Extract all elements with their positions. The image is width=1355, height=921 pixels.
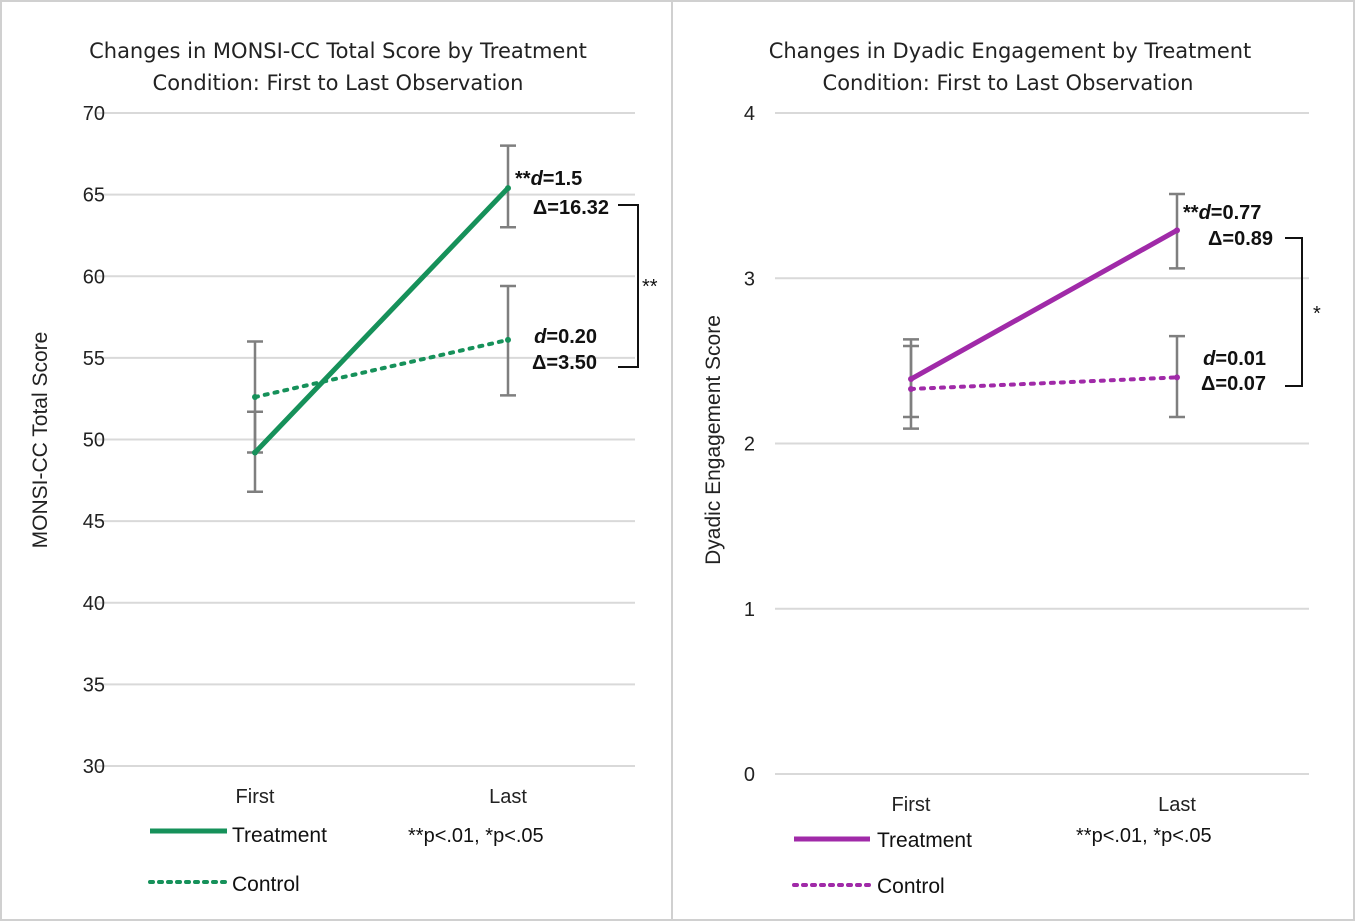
series-line-treatment [252, 185, 511, 456]
data-point-treatment [1174, 227, 1180, 234]
bracket-significance: * [1313, 303, 1321, 325]
significance-bracket [1285, 237, 1303, 387]
control-delta: Δ=0.07 [1201, 373, 1266, 395]
y-tick-label: 40 [83, 593, 105, 615]
y-tick-label: 60 [83, 266, 105, 288]
y-tick-label: 30 [83, 756, 105, 778]
data-point-treatment [252, 449, 258, 456]
y-tick-label: 55 [83, 348, 105, 370]
control-delta: Δ=3.50 [532, 352, 597, 374]
error-bars [247, 144, 516, 493]
y-tick-label: 50 [83, 430, 105, 452]
treatment-effect-size: **d=1.5 [515, 168, 582, 190]
treatment-delta: Δ=0.89 [1208, 228, 1273, 250]
y-tick-label: 70 [83, 103, 105, 125]
chart-title-line1: Changes in Dyadic Engagement by Treatmen… [769, 39, 1252, 63]
y-axis-label: MONSI-CC Total Score [29, 332, 52, 549]
legend-treatment-label: Treatment [232, 824, 327, 847]
y-tick-label: 0 [744, 764, 755, 786]
treatment-effect-size: **d=0.77 [1183, 202, 1261, 224]
gridlines [97, 112, 635, 767]
gridlines [775, 112, 1309, 775]
data-point-control [505, 336, 511, 343]
data-point-control [908, 385, 914, 392]
control-effect-size: d=0.20 [534, 326, 597, 348]
x-tick-label: First [236, 786, 275, 808]
x-tick-labels: First Last [236, 786, 528, 808]
x-tick-label: Last [489, 786, 527, 808]
chart-title-line2: Condition: First to Last Observation [153, 71, 524, 95]
y-tick-label: 35 [83, 674, 105, 696]
legend-control-label: Control [232, 873, 300, 896]
x-tick-label: Last [1158, 794, 1196, 816]
y-tick-label: 3 [744, 268, 755, 290]
y-tick-labels: 30 35 40 45 50 55 60 65 70 [83, 103, 105, 778]
series-lines [252, 185, 511, 456]
y-tick-labels: 0 1 2 3 4 [744, 103, 755, 786]
error-bars [903, 192, 1185, 430]
legend-treatment-label: Treatment [877, 829, 972, 852]
significance-bracket [618, 204, 639, 368]
chart-title-line1: Changes in MONSI-CC Total Score by Treat… [89, 39, 587, 63]
series-line-treatment [908, 227, 1180, 382]
bracket-significance: ** [642, 276, 658, 298]
data-point-treatment [505, 185, 511, 192]
significance-note: **p<.01, *p<.05 [408, 825, 544, 847]
y-tick-label: 2 [744, 434, 755, 456]
series-line-control [909, 375, 1179, 391]
data-point-control [1174, 374, 1180, 381]
series-lines [908, 227, 1180, 392]
y-tick-label: 1 [744, 599, 755, 621]
chart-monsi: Changes in MONSI-CC Total Score by Treat… [29, 39, 658, 896]
y-tick-label: 65 [83, 185, 105, 207]
series-line-control [253, 337, 510, 400]
x-tick-labels: First Last [892, 794, 1197, 816]
y-tick-label: 45 [83, 511, 105, 533]
significance-note: **p<.01, *p<.05 [1076, 825, 1212, 847]
y-tick-label: 4 [744, 103, 755, 125]
treatment-delta: Δ=16.32 [533, 197, 609, 219]
chart-title-line2: Condition: First to Last Observation [823, 71, 1194, 95]
control-effect-size: d=0.01 [1203, 348, 1266, 370]
data-point-treatment [908, 376, 914, 383]
chart-dyadic: Changes in Dyadic Engagement by Treatmen… [702, 39, 1321, 898]
legend-control-label: Control [877, 875, 945, 898]
data-point-control [252, 394, 258, 401]
y-axis-label: Dyadic Engagement Score [702, 315, 725, 565]
x-tick-label: First [892, 794, 931, 816]
